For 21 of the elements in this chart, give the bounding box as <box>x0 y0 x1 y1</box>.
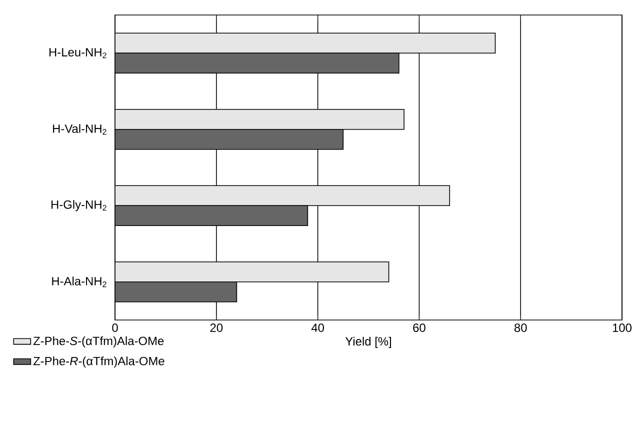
y-tick-label: H-Ala-NH$_{2}$ <box>52 276 106 288</box>
bar <box>115 261 390 282</box>
x-tick-label: 0 <box>112 324 118 332</box>
legend-label: Z-Phe-S-(αTfm)Ala-OMe <box>33 336 164 348</box>
x-tick-label: 80 <box>514 324 527 332</box>
y-tick-label: H-Val-NH$_{2}$ <box>53 124 106 135</box>
x-tick-label: 20 <box>210 324 223 332</box>
legend-label: Z-Phe-R-(αTfm)Ala-OMe <box>33 356 164 368</box>
bar <box>115 128 344 150</box>
y-tick-label: H-Gly-NH$_{2}$ <box>51 200 106 212</box>
bar <box>115 205 308 226</box>
x-axis-title: Yield [%] <box>345 336 391 348</box>
bar <box>115 281 238 302</box>
bar <box>115 185 450 206</box>
y-tick-label: H-Leu-NH$_{2}$ <box>49 48 106 58</box>
bar <box>115 32 496 54</box>
x-tick-label: 40 <box>311 324 324 332</box>
bar <box>115 108 404 130</box>
bar <box>115 52 400 74</box>
x-tick-label: 60 <box>413 324 426 332</box>
x-tick-label: 100 <box>612 324 632 332</box>
